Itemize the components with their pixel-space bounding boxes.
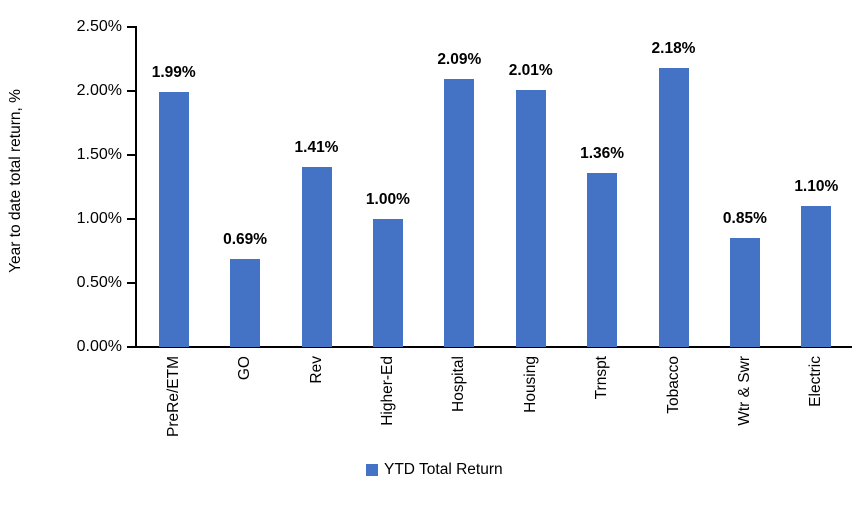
- bar: [444, 79, 475, 347]
- y-axis-tick-label: 1.50%: [76, 146, 122, 163]
- category-label: GO: [236, 356, 254, 381]
- bar-value-label: 1.00%: [365, 191, 410, 208]
- y-axis-tick-mark: [127, 26, 137, 28]
- legend-swatch-icon: [366, 464, 378, 476]
- y-axis-tick-mark: [127, 282, 137, 284]
- y-axis-tick-label: 1.00%: [76, 210, 122, 227]
- bar-value-label: 1.99%: [151, 64, 196, 82]
- x-axis-line: [135, 346, 852, 348]
- bar: [230, 258, 261, 347]
- y-axis-tick-mark: [127, 90, 137, 92]
- bar: [515, 89, 546, 347]
- bar: [372, 219, 403, 347]
- category-label: Higher-Ed: [378, 356, 396, 426]
- bar-value-label: 1.36%: [580, 144, 625, 162]
- bar: [587, 172, 618, 347]
- category-label: Electric: [807, 356, 825, 407]
- bar-value-label: 1.10%: [794, 178, 839, 196]
- category-label: Housing: [521, 356, 539, 413]
- bar-value-label: 2.18%: [651, 39, 696, 57]
- legend-label: YTD Total Return: [384, 461, 503, 478]
- bar-value-label: 0.85%: [722, 210, 767, 228]
- category-label: Hospital: [450, 356, 468, 412]
- y-axis-title: Year to date total return, %: [7, 89, 24, 273]
- y-axis-tick-mark: [127, 154, 137, 156]
- y-axis-line: [135, 26, 137, 348]
- legend: YTD Total Return: [366, 462, 503, 478]
- bar-value-label: 2.09%: [437, 51, 482, 69]
- y-axis-tick-mark: [127, 218, 137, 220]
- y-axis-tick-label: 0.00%: [76, 338, 122, 355]
- bar: [658, 67, 689, 347]
- category-label: Wtr & Swr: [735, 356, 753, 426]
- bar: [158, 92, 189, 347]
- category-label: Trnspt: [593, 356, 611, 400]
- category-label: PreRe/ETM: [164, 356, 182, 437]
- bar-value-label: 2.01%: [508, 61, 553, 79]
- bar: [729, 238, 760, 347]
- y-axis-tick-label: 0.50%: [76, 274, 122, 291]
- y-axis-tick-label: 2.00%: [76, 82, 122, 99]
- category-label: Rev: [307, 356, 325, 384]
- bar: [301, 166, 332, 347]
- bar-value-label: 1.41%: [294, 138, 339, 156]
- y-axis-tick-label: 2.50%: [76, 18, 122, 35]
- bar: [801, 206, 832, 347]
- y-axis-tick-mark: [127, 346, 137, 348]
- bar-value-label: 0.69%: [223, 230, 268, 248]
- category-label: Tobacco: [664, 356, 682, 414]
